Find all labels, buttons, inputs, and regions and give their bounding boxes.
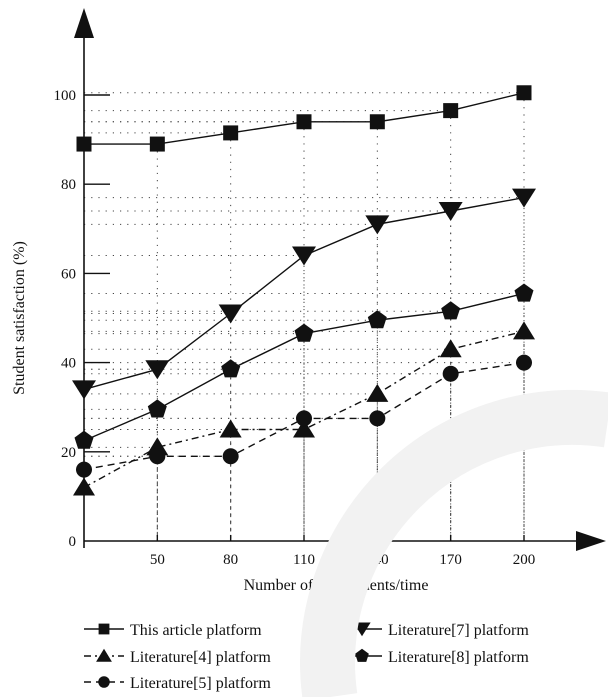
data-point-series-2	[513, 321, 535, 340]
data-point-series-2	[366, 383, 389, 402]
y-ticks: 0 20 40 60 80 100	[54, 88, 110, 550]
x-tick-label: 50	[150, 552, 165, 568]
legend-entry: Literature[4] platform	[84, 648, 271, 666]
legend-marker	[355, 648, 369, 662]
data-point-series-5	[74, 430, 94, 449]
y-axis-arrow	[74, 8, 94, 38]
data-point-series-4	[438, 201, 463, 221]
data-point-series-4	[292, 246, 316, 266]
legend-label: Literature[5] platform	[130, 675, 271, 692]
data-point-series-4	[512, 188, 536, 208]
data-point-series-4	[218, 304, 243, 324]
legend-label: Literature[4] platform	[130, 649, 271, 666]
y-tick-label: 100	[54, 88, 77, 104]
y-tick-label: 60	[61, 266, 76, 282]
y-axis-title: Student satisfaction (%)	[11, 241, 28, 395]
data-point-series-3	[76, 461, 92, 478]
legend-label: This article platform	[130, 622, 262, 639]
legend-marker	[96, 648, 112, 662]
data-point-series-3	[222, 448, 239, 465]
watermark-arc	[300, 389, 608, 697]
data-point-series-3	[369, 410, 386, 427]
legend-marker	[98, 676, 110, 688]
data-point-series-5	[367, 310, 387, 329]
data-point-series-5	[441, 301, 461, 320]
data-point-series-3	[296, 410, 312, 427]
data-point-series-1	[443, 103, 459, 119]
y-tick-label: 80	[61, 177, 76, 193]
legend-label: Literature[8] platform	[388, 649, 529, 666]
data-point-series-2	[293, 419, 315, 438]
legend-entry: Literature[5] platform	[84, 675, 271, 692]
data-point-series-2	[219, 419, 242, 438]
data-point-series-4	[145, 360, 170, 380]
data-point-series-4	[365, 215, 390, 235]
data-point-series-1	[76, 136, 92, 152]
x-tick-label: 170	[439, 552, 462, 568]
data-point-series-5	[514, 283, 534, 302]
data-point-series-1	[223, 125, 239, 141]
data-point-series-1	[296, 114, 312, 130]
data-point-series-5	[147, 399, 167, 418]
data-point-series-3	[442, 365, 459, 382]
y-tick-label: 20	[61, 445, 76, 461]
data-point-series-1	[369, 114, 385, 130]
series-markers	[72, 85, 536, 496]
data-point-series-5	[294, 323, 314, 342]
data-point-series-2	[73, 477, 95, 496]
x-tick-label: 200	[513, 552, 536, 568]
data-point-series-2	[439, 339, 462, 358]
data-point-series-3	[516, 354, 532, 371]
legend-marker	[98, 623, 110, 635]
legend-entry: This article platform	[84, 622, 262, 639]
y-tick-label: 0	[69, 534, 77, 550]
data-point-series-5	[221, 359, 241, 378]
data-point-series-3	[149, 448, 166, 465]
y-tick-label: 40	[61, 356, 76, 372]
legend: This article platform Literature[4] platf…	[84, 622, 529, 692]
data-point-series-4	[72, 380, 96, 400]
data-point-series-1	[516, 85, 532, 101]
x-tick-label: 80	[223, 552, 238, 568]
legend-label: Literature[7] platform	[388, 622, 529, 639]
x-axis-arrow	[576, 531, 606, 551]
data-point-series-1	[149, 136, 165, 152]
x-tick-label: 110	[293, 552, 315, 568]
